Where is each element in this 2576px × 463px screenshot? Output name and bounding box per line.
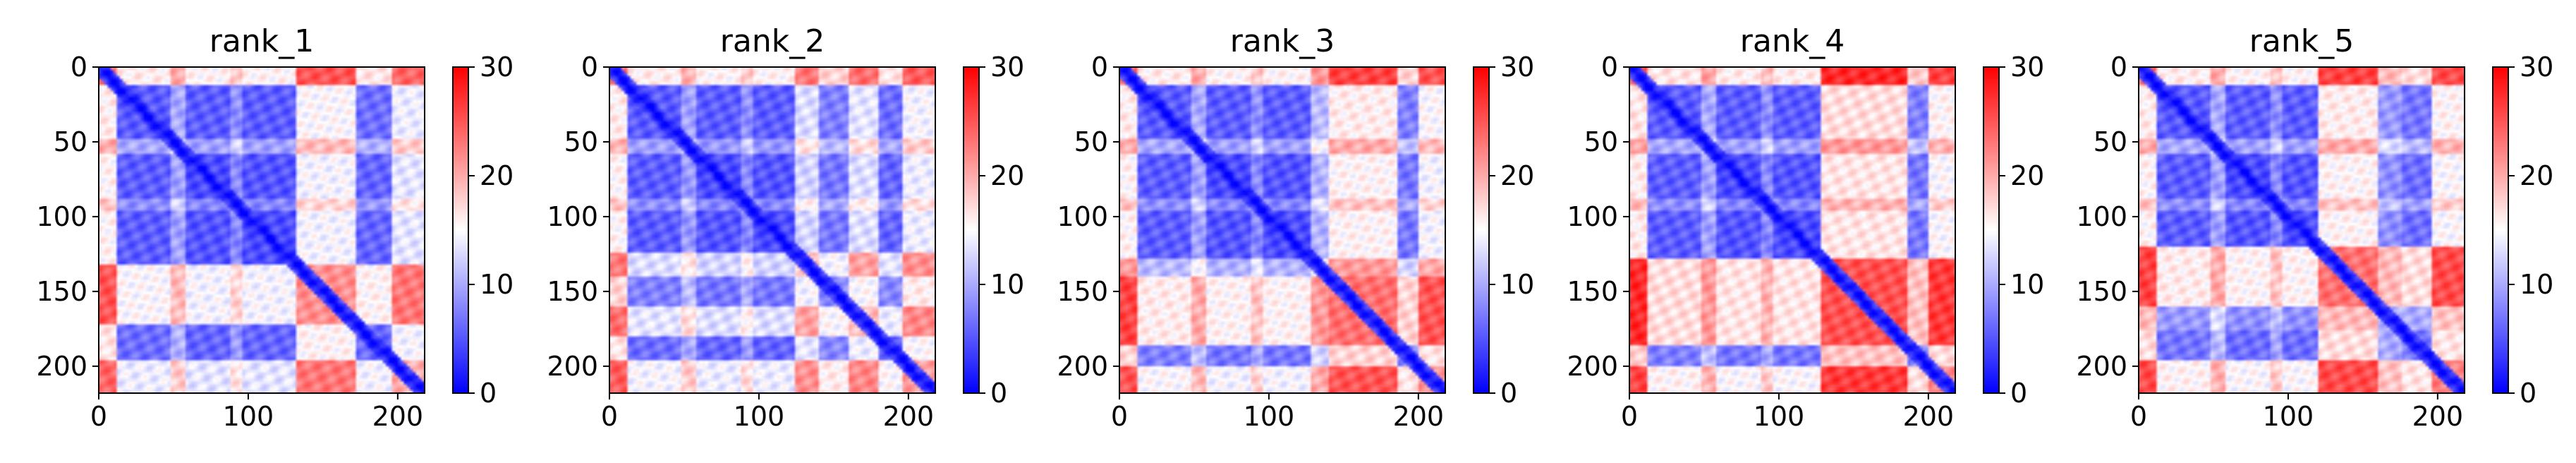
y-tick-label: 50 <box>54 126 87 157</box>
y-tick-label: 0 <box>2110 52 2127 83</box>
colorbar <box>1473 66 1490 394</box>
x-tick-label: 0 <box>90 401 107 432</box>
chart-title: rank_4 <box>1740 23 1845 59</box>
chart-title: rank_3 <box>1230 23 1335 59</box>
y-tick-label: 50 <box>564 126 598 157</box>
colorbar-tick-label: 20 <box>480 160 514 191</box>
heatmap-cells <box>609 67 935 393</box>
x-tick-label: 100 <box>2263 401 2314 432</box>
x-tick-label: 200 <box>1393 401 1445 432</box>
y-tick-label: 50 <box>1584 126 1618 157</box>
y-tick-label: 200 <box>547 351 598 382</box>
plot-frame <box>1119 66 1446 394</box>
colorbar-tick-label: 10 <box>990 269 1024 300</box>
x-tick-label: 0 <box>2130 401 2147 432</box>
y-tick-label: 150 <box>36 276 87 307</box>
y-tick-label: 0 <box>1601 52 1618 83</box>
x-tick-label: 200 <box>1903 401 1955 432</box>
colorbar-tick-label: 20 <box>2010 160 2044 191</box>
heatmap-cells <box>99 67 425 393</box>
y-tick-label: 150 <box>1567 276 1618 307</box>
plot-frame <box>2138 66 2465 394</box>
colorbar <box>963 66 980 394</box>
y-tick-label: 100 <box>1057 201 1108 232</box>
colorbar-tick-label: 0 <box>990 378 1007 409</box>
y-tick-label: 100 <box>1567 201 1618 232</box>
x-tick-label: 0 <box>601 401 618 432</box>
x-tick-label: 100 <box>1754 401 1805 432</box>
plot-frame <box>609 66 936 394</box>
x-tick-label: 0 <box>1621 401 1638 432</box>
y-tick-label: 50 <box>1074 126 1108 157</box>
heatmap-cells <box>1119 67 1445 393</box>
chart-title: rank_5 <box>2249 23 2354 59</box>
colorbar-tick-label: 30 <box>2010 52 2044 83</box>
colorbar-tick-label: 0 <box>2520 378 2536 409</box>
colorbar-tick-label: 0 <box>1500 378 1517 409</box>
chart-title: rank_2 <box>720 23 825 59</box>
y-tick-label: 200 <box>1567 351 1618 382</box>
y-tick-label: 150 <box>547 276 598 307</box>
colorbar-tick-label: 30 <box>2520 52 2553 83</box>
y-tick-label: 0 <box>581 52 598 83</box>
colorbar-tick-label: 10 <box>480 269 514 300</box>
y-tick-label: 150 <box>2076 276 2127 307</box>
colorbar-tick-label: 30 <box>990 52 1024 83</box>
colorbar-tick-label: 10 <box>2520 269 2553 300</box>
plot-frame <box>98 66 425 394</box>
x-tick-label: 0 <box>1111 401 1128 432</box>
heatmap-cells <box>2139 67 2465 393</box>
colorbar-tick-label: 10 <box>2010 269 2044 300</box>
x-tick-label: 100 <box>1244 401 1295 432</box>
colorbar <box>2492 66 2509 394</box>
x-tick-label: 200 <box>883 401 935 432</box>
y-tick-label: 100 <box>547 201 598 232</box>
y-tick-label: 50 <box>2094 126 2127 157</box>
colorbar-tick-label: 30 <box>1500 52 1534 83</box>
y-tick-label: 100 <box>2076 201 2127 232</box>
colorbar-tick-label: 20 <box>1500 160 1534 191</box>
y-tick-label: 0 <box>1091 52 1108 83</box>
chart-title: rank_1 <box>209 23 314 59</box>
heatmap-cells <box>1629 67 1955 393</box>
x-tick-label: 200 <box>2412 401 2464 432</box>
x-tick-label: 100 <box>223 401 274 432</box>
colorbar-tick-label: 10 <box>1500 269 1534 300</box>
y-tick-label: 200 <box>2076 351 2127 382</box>
y-tick-label: 200 <box>1057 351 1108 382</box>
y-tick-label: 200 <box>36 351 87 382</box>
plot-frame <box>1629 66 1956 394</box>
y-tick-label: 150 <box>1057 276 1108 307</box>
x-tick-label: 200 <box>372 401 424 432</box>
colorbar-tick-label: 20 <box>990 160 1024 191</box>
colorbar-tick-label: 0 <box>480 378 497 409</box>
colorbar-tick-label: 30 <box>480 52 514 83</box>
colorbar <box>452 66 469 394</box>
x-tick-label: 100 <box>734 401 785 432</box>
colorbar <box>1983 66 2000 394</box>
y-tick-label: 100 <box>36 201 87 232</box>
y-tick-label: 0 <box>71 52 87 83</box>
colorbar-tick-label: 20 <box>2520 160 2553 191</box>
colorbar-tick-label: 0 <box>2010 378 2027 409</box>
